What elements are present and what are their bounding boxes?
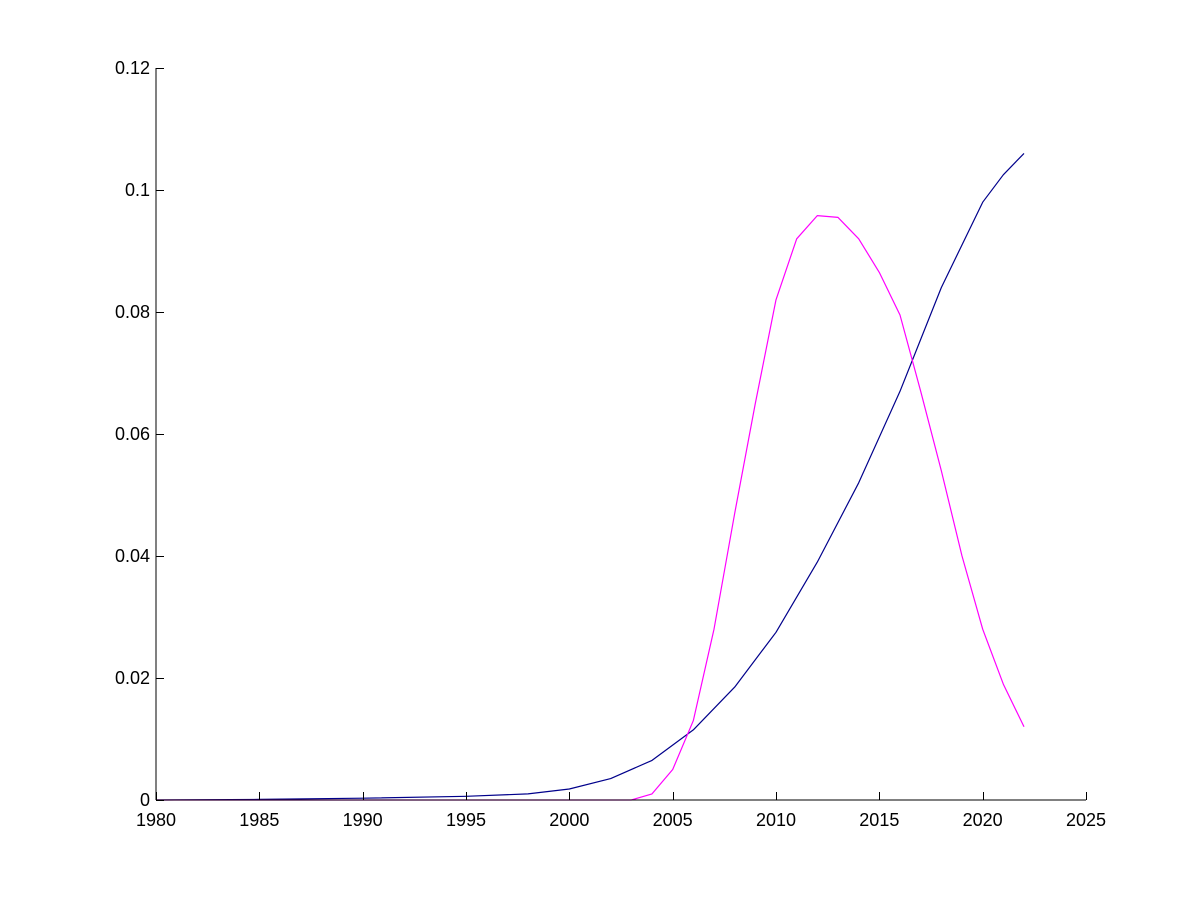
y-tick-label: 0.02 bbox=[115, 668, 150, 688]
x-tick-label: 1985 bbox=[239, 810, 279, 830]
y-tick-label: 0.12 bbox=[115, 58, 150, 78]
x-tick-label: 1990 bbox=[343, 810, 383, 830]
y-tick-label: 0.08 bbox=[115, 302, 150, 322]
series-layer bbox=[155, 152, 1025, 801]
series-line-1 bbox=[155, 152, 1025, 801]
x-tick-label: 2010 bbox=[756, 810, 796, 830]
x-tick-label: 2000 bbox=[549, 810, 589, 830]
x-tick-label: 2015 bbox=[859, 810, 899, 830]
y-tick-label: 0.06 bbox=[115, 424, 150, 444]
x-tick-label: 2005 bbox=[653, 810, 693, 830]
x-tick-label: 2025 bbox=[1066, 810, 1106, 830]
x-ticks: 1980 1985 1990 1995 2000 2005 2010 2015 2020 2025 bbox=[136, 792, 1106, 830]
x-tick-label: 1995 bbox=[446, 810, 486, 830]
series-line-2 bbox=[156, 215, 1025, 801]
x-tick-label: 1980 bbox=[136, 810, 176, 830]
y-tick-label: 0.04 bbox=[115, 546, 150, 566]
y-tick-label: 0 bbox=[140, 790, 150, 810]
y-tick-label: 0.1 bbox=[125, 180, 150, 200]
x-tick-label: 2020 bbox=[963, 810, 1003, 830]
y-ticks: 0 0.02 0.04 0.06 0.08 0.1 0.12 bbox=[115, 58, 164, 810]
